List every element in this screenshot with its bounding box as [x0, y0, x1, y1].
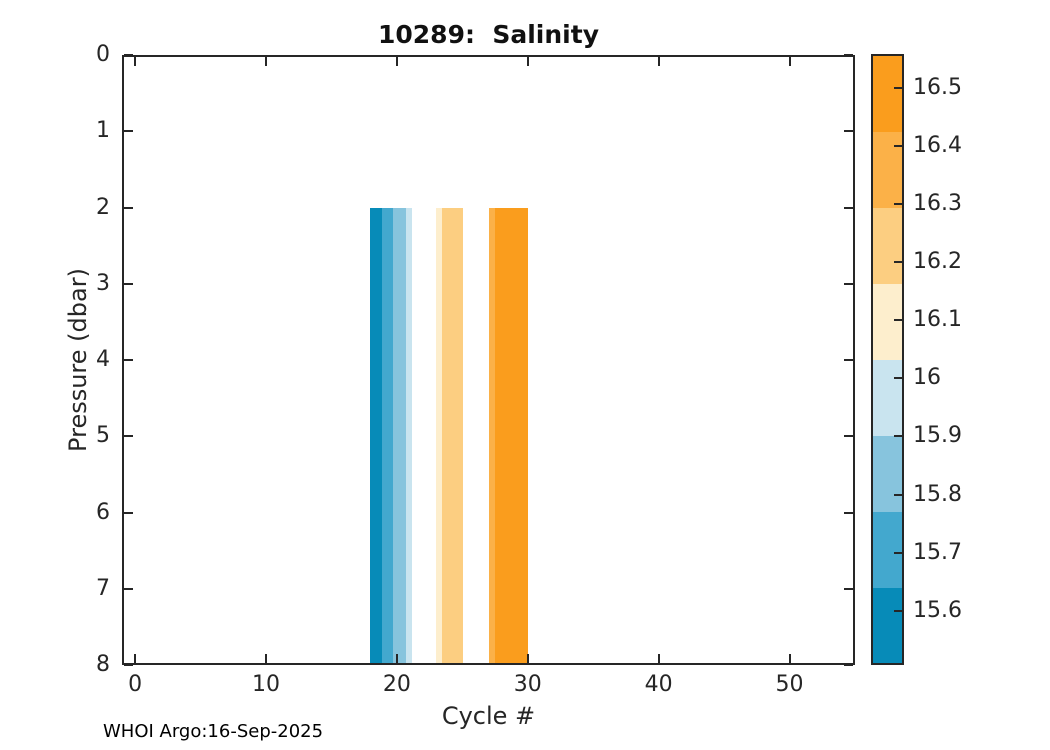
colorbar-band — [873, 435, 902, 512]
heatmap-cell — [494, 207, 528, 665]
footer-attribution: WHOI Argo:16-Sep-2025 — [103, 721, 324, 742]
colorbar-tick-label: 16 — [913, 365, 941, 391]
y-tick-label: 6 — [96, 499, 110, 525]
colorbar-tick — [894, 493, 902, 496]
colorbar-band — [873, 283, 902, 360]
y-tick-right — [844, 511, 853, 514]
x-tick — [395, 654, 398, 663]
colorbar-tick — [894, 203, 902, 206]
y-tick — [124, 359, 133, 361]
heatmap-cell — [405, 207, 412, 665]
heatmap-cell — [441, 207, 463, 665]
y-tick-right — [844, 54, 853, 56]
y-tick-label: 0 — [96, 42, 110, 67]
colorbar — [871, 54, 904, 665]
y-tick-label: 3 — [96, 270, 110, 296]
y-tick-label: 8 — [96, 652, 110, 677]
y-tick — [124, 435, 133, 438]
x-tick — [264, 654, 267, 663]
y-tick-right — [844, 664, 853, 666]
heatmap-cell — [435, 207, 442, 665]
plot-area — [122, 55, 855, 665]
colorbar-band — [873, 359, 902, 436]
heatmap-cell — [370, 207, 382, 665]
y-tick — [124, 587, 133, 590]
colorbar-tick — [894, 609, 902, 612]
colorbar-tick-label: 16.3 — [913, 191, 962, 217]
colorbar-tick-label: 16.4 — [913, 133, 962, 159]
colorbar-tick-label: 16.5 — [913, 74, 962, 100]
colorbar-band — [873, 511, 902, 588]
x-tick-top — [264, 57, 267, 66]
colorbar-tick — [894, 551, 902, 554]
x-tick-label: 20 — [382, 672, 411, 697]
y-tick-right — [844, 282, 853, 285]
y-tick-right — [844, 206, 853, 209]
y-tick — [124, 54, 133, 56]
y-tick-label: 2 — [96, 194, 110, 220]
heatmap-cell — [488, 207, 495, 665]
x-tick-label: 50 — [775, 672, 804, 697]
y-tick-label: 5 — [96, 423, 110, 449]
x-tick — [526, 654, 529, 663]
colorbar-band — [873, 56, 902, 133]
colorbar-tick — [894, 435, 902, 438]
y-tick — [124, 511, 133, 514]
x-tick — [788, 654, 791, 663]
y-tick — [124, 664, 133, 666]
x-axis-label: Cycle # — [441, 702, 536, 730]
y-tick-right — [844, 359, 853, 361]
x-tick-top — [526, 57, 529, 66]
chart-title: 10289: Salinity — [377, 20, 599, 49]
colorbar-tick-label: 15.7 — [913, 539, 962, 565]
y-tick-right — [844, 587, 853, 590]
x-tick — [657, 654, 660, 663]
colorbar-tick-label: 15.9 — [913, 423, 962, 449]
y-tick-right — [844, 435, 853, 438]
colorbar-tick-label: 15.6 — [913, 597, 962, 623]
colorbar-band — [873, 587, 902, 664]
colorbar-tick-label: 15.8 — [913, 481, 962, 507]
x-tick-top — [657, 57, 660, 66]
heatmap-cell — [392, 207, 406, 665]
colorbar-tick — [894, 261, 902, 264]
colorbar-tick-label: 16.2 — [913, 249, 962, 275]
x-tick-label: 40 — [644, 672, 673, 697]
y-tick-right — [844, 130, 853, 133]
y-tick — [124, 282, 133, 285]
x-tick-top — [134, 57, 137, 66]
colorbar-tick — [894, 86, 902, 89]
colorbar-tick — [894, 377, 902, 380]
colorbar-tick — [894, 145, 902, 148]
x-tick-top — [395, 57, 398, 66]
y-tick — [124, 130, 133, 133]
colorbar-band — [873, 207, 902, 285]
y-tick — [124, 206, 133, 209]
colorbar-tick — [894, 319, 902, 322]
x-tick-label: 30 — [513, 672, 542, 697]
x-tick-label: 0 — [128, 672, 143, 697]
x-tick-top — [788, 57, 791, 66]
x-tick-label: 10 — [251, 672, 280, 697]
x-tick — [134, 654, 137, 663]
heatmap-cell — [381, 207, 393, 665]
y-tick-label: 1 — [96, 118, 110, 144]
colorbar-tick-label: 16.1 — [913, 307, 962, 333]
y-tick-label: 4 — [96, 347, 110, 372]
y-tick-label: 7 — [96, 575, 110, 601]
colorbar-band — [873, 131, 902, 209]
